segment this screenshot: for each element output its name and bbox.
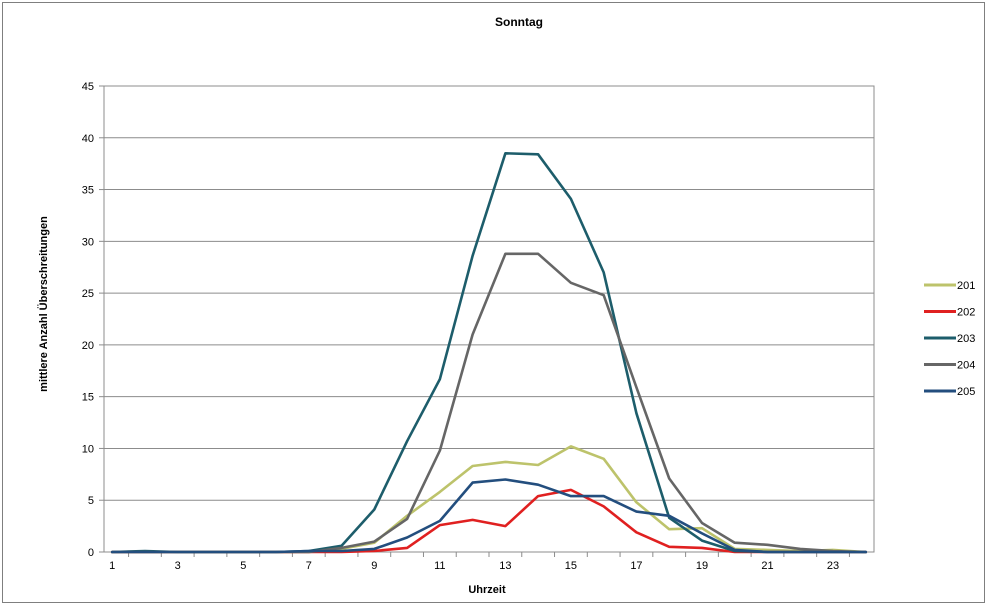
x-tick-label: 15 xyxy=(565,560,577,572)
y-tick-label: 0 xyxy=(88,547,94,559)
legend-label-201: 201 xyxy=(957,280,975,292)
plot-border xyxy=(103,85,875,553)
x-tick-label: 23 xyxy=(827,560,839,572)
x-axis-ticks: 1 3 5 7 9 11 13 15 17 19 21 23 xyxy=(109,552,850,572)
x-tick-label: 7 xyxy=(306,560,312,572)
series-line-205 xyxy=(110,478,868,554)
series-line-203 xyxy=(110,152,868,554)
legend-label-205: 205 xyxy=(957,386,975,398)
y-axis-ticks: 0 5 10 15 20 25 30 35 40 45 xyxy=(82,81,104,559)
chart-title: Sonntag xyxy=(495,15,543,29)
x-axis-title: Uhrzeit xyxy=(468,584,506,596)
legend-label-202: 202 xyxy=(957,307,975,319)
y-tick-label: 40 xyxy=(82,133,94,145)
y-tick-label: 10 xyxy=(82,443,94,455)
x-tick-label: 11 xyxy=(434,560,445,572)
x-tick-label: 5 xyxy=(240,560,246,572)
y-tick-label: 20 xyxy=(82,340,94,352)
series-line-204 xyxy=(110,252,868,554)
legend-label-203: 203 xyxy=(957,333,975,345)
y-axis-title: mittlere Anzahl Überschreitungen xyxy=(37,216,50,392)
legend-label-204: 204 xyxy=(957,360,975,372)
y-tick-label: 25 xyxy=(82,288,94,300)
y-tick-label: 30 xyxy=(82,236,94,248)
plot-area xyxy=(103,85,875,553)
y-tick-label: 45 xyxy=(82,81,94,93)
series-lines xyxy=(110,152,868,554)
x-tick-label: 1 xyxy=(109,560,115,572)
x-tick-label: 19 xyxy=(696,560,708,572)
y-tick-label: 35 xyxy=(82,185,94,197)
y-tick-label: 5 xyxy=(88,495,94,507)
x-tick-label: 17 xyxy=(630,560,642,572)
x-tick-label: 13 xyxy=(499,560,511,572)
x-tick-label: 3 xyxy=(175,560,181,572)
y-tick-label: 15 xyxy=(82,392,94,404)
x-tick-label: 21 xyxy=(761,560,773,572)
legend: 201 202 203 204 205 xyxy=(924,280,975,398)
series-line-201 xyxy=(110,445,868,554)
x-tick-label: 9 xyxy=(371,560,377,572)
